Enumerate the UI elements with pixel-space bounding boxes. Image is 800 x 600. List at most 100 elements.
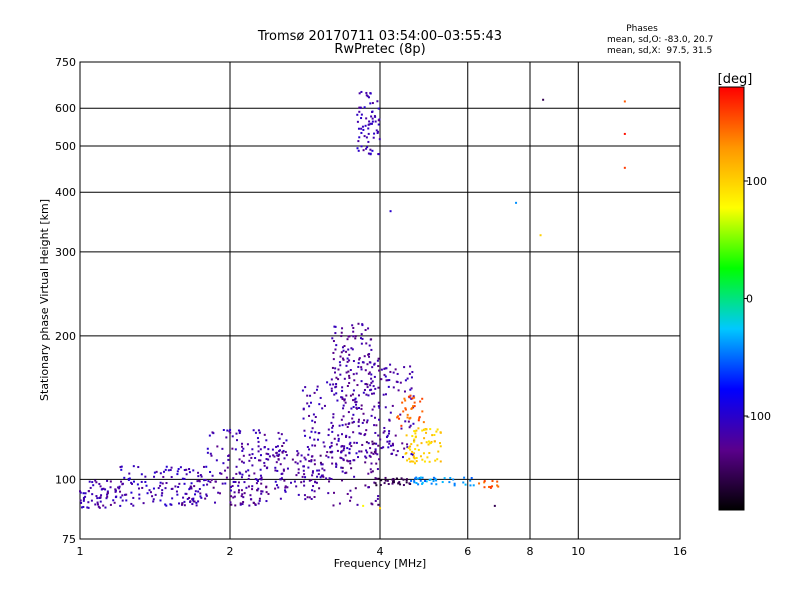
data-point <box>311 419 314 422</box>
data-point <box>263 461 266 464</box>
data-point <box>356 120 359 123</box>
data-point <box>177 468 180 471</box>
data-point <box>148 489 151 492</box>
data-point <box>358 450 361 453</box>
data-point <box>413 438 416 441</box>
data-point <box>329 446 332 449</box>
data-point <box>170 466 173 469</box>
data-point <box>369 152 372 155</box>
data-point <box>132 504 135 507</box>
data-point <box>183 469 186 472</box>
x-axis-label: Frequency [MHz] <box>334 557 426 570</box>
data-point <box>330 387 333 390</box>
data-point <box>400 427 403 430</box>
data-point <box>250 456 253 459</box>
data-point <box>120 465 123 468</box>
data-point <box>330 444 333 447</box>
data-point <box>197 471 200 474</box>
data-point <box>369 361 372 364</box>
data-point <box>384 367 387 370</box>
data-point <box>323 445 326 448</box>
data-point <box>402 478 405 481</box>
data-point <box>240 495 243 498</box>
data-point <box>342 415 345 418</box>
data-point <box>259 459 262 462</box>
data-point <box>357 394 360 397</box>
data-point <box>203 479 206 482</box>
data-point <box>360 113 363 116</box>
data-point <box>367 140 370 143</box>
data-point <box>397 389 400 392</box>
data-point <box>358 432 361 435</box>
data-point <box>378 369 381 372</box>
data-point <box>409 445 412 448</box>
data-point <box>421 410 424 413</box>
data-point <box>252 429 255 432</box>
data-point <box>478 482 481 485</box>
data-point <box>360 404 363 407</box>
data-point <box>174 485 177 488</box>
data-point <box>183 482 186 485</box>
data-point <box>354 401 357 404</box>
data-point <box>304 498 307 501</box>
data-point <box>404 399 407 402</box>
data-point <box>308 448 311 451</box>
data-point <box>322 475 325 478</box>
data-point <box>373 451 376 454</box>
data-point <box>121 483 124 486</box>
data-point <box>206 483 209 486</box>
data-point <box>413 440 416 443</box>
data-point <box>165 465 168 468</box>
data-point <box>342 449 345 452</box>
data-point <box>352 413 355 416</box>
data-point <box>159 481 162 484</box>
data-point <box>159 499 162 502</box>
data-point <box>365 136 368 139</box>
data-point <box>388 430 391 433</box>
data-point <box>356 113 359 116</box>
data-point <box>491 480 494 483</box>
data-point <box>415 476 418 479</box>
data-point <box>366 386 369 389</box>
data-point <box>413 396 416 399</box>
data-point <box>345 434 348 437</box>
data-point <box>352 399 355 402</box>
data-point <box>277 486 280 489</box>
data-point <box>239 472 242 475</box>
data-point <box>415 482 418 485</box>
data-point <box>623 166 626 169</box>
data-point <box>353 459 356 462</box>
data-point <box>391 442 394 445</box>
data-point <box>409 394 412 397</box>
data-point <box>426 456 429 459</box>
data-point <box>227 454 230 457</box>
data-point <box>98 482 101 485</box>
data-point <box>214 480 217 483</box>
data-point <box>257 429 260 432</box>
data-point <box>313 459 316 462</box>
x-tick-label: 1 <box>77 545 84 558</box>
data-point <box>349 499 352 502</box>
data-point <box>279 497 282 500</box>
data-point <box>365 91 368 94</box>
data-point <box>251 488 254 491</box>
data-point <box>413 452 416 455</box>
data-point <box>306 402 309 405</box>
data-point <box>367 442 370 445</box>
data-point <box>308 460 311 463</box>
data-point <box>340 457 343 460</box>
data-point <box>350 445 353 448</box>
data-point <box>286 467 289 470</box>
data-point <box>114 488 117 491</box>
data-point <box>303 429 306 432</box>
data-point <box>291 458 294 461</box>
data-point <box>413 405 416 408</box>
data-point <box>225 476 228 479</box>
data-point <box>404 407 407 410</box>
data-point <box>403 366 406 369</box>
data-point <box>469 479 472 482</box>
data-point <box>411 371 414 374</box>
data-point <box>321 474 324 477</box>
data-point <box>216 445 219 448</box>
data-point <box>349 394 352 397</box>
